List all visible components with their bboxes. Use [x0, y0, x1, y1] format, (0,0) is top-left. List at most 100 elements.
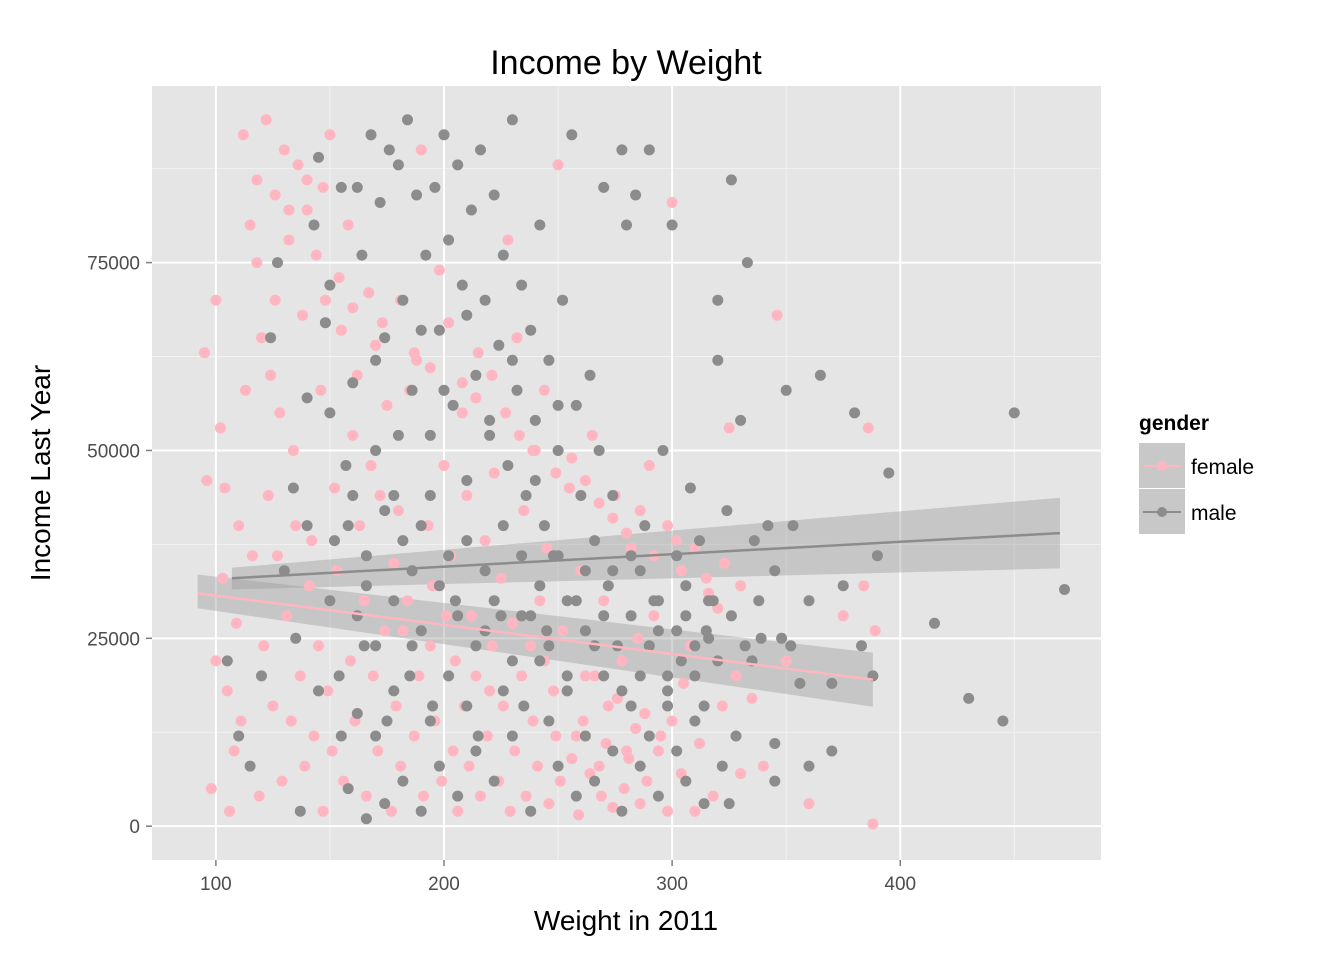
data-point-male [753, 595, 765, 607]
data-point-female [235, 715, 247, 727]
data-point-male [347, 377, 359, 389]
data-point-male [1008, 407, 1020, 419]
data-point-female [700, 572, 712, 584]
data-point-female [488, 467, 500, 479]
data-point-male [552, 760, 564, 772]
data-point-male [557, 294, 569, 306]
data-point-male [429, 181, 441, 193]
data-point-male [516, 610, 528, 622]
data-point-female [265, 369, 277, 381]
data-point-male [411, 189, 423, 201]
data-point-male [589, 640, 601, 652]
data-point-female [269, 189, 281, 201]
data-point-female [244, 219, 256, 231]
plot-panel [152, 86, 1101, 860]
data-point-female [579, 475, 591, 486]
data-point-male [415, 625, 427, 637]
data-point-female [308, 730, 320, 742]
data-point-male [392, 429, 404, 441]
data-point-male [598, 181, 610, 193]
data-point-male [351, 181, 363, 193]
data-point-male [552, 550, 564, 562]
data-point-female [342, 219, 354, 231]
data-point-female [602, 700, 614, 712]
data-point-male [335, 181, 347, 193]
data-point-male [233, 730, 245, 742]
data-point-female [746, 692, 758, 704]
data-point-female [333, 272, 345, 284]
data-point-female [634, 798, 646, 810]
legend-dot-female [1157, 461, 1167, 471]
data-point-female [285, 715, 297, 727]
data-point-female [415, 144, 427, 156]
data-point-female [221, 685, 233, 697]
data-point-female [662, 520, 674, 532]
y-tick-label: 25000 [87, 629, 140, 650]
data-point-male [826, 745, 838, 757]
data-point-male [616, 805, 628, 817]
data-point-male [652, 790, 664, 802]
data-point-female [301, 174, 313, 186]
data-point-female [573, 809, 585, 821]
data-point-male [329, 535, 340, 547]
data-point-male [616, 144, 628, 156]
data-point-male [525, 610, 537, 622]
data-point-female [319, 294, 331, 306]
legend: gender female male [1139, 412, 1254, 534]
data-point-female [566, 753, 578, 765]
data-point-female [317, 181, 329, 193]
data-point-female [618, 783, 630, 795]
data-point-female [386, 805, 397, 817]
data-point-female [735, 768, 747, 780]
data-point-female [694, 738, 705, 749]
data-point-female [306, 535, 318, 547]
legend-entry-female: female [1139, 443, 1254, 488]
data-point-female [497, 700, 509, 712]
data-point-female [447, 745, 459, 757]
data-point-female [424, 362, 436, 374]
data-point-male [579, 730, 591, 742]
data-point-male [438, 129, 450, 141]
data-point-female [365, 460, 377, 471]
data-point-female [310, 249, 322, 261]
data-point-male [324, 279, 336, 291]
data-point-male [630, 189, 642, 201]
data-point-male [244, 760, 256, 772]
data-point-male [488, 189, 500, 201]
data-point-male [837, 580, 849, 592]
data-point-female [534, 595, 546, 607]
data-point-male [561, 595, 573, 607]
data-point-male [698, 798, 710, 810]
data-point-male [443, 234, 455, 246]
data-point-male [689, 715, 701, 727]
data-point-female [376, 317, 388, 329]
data-point-male [716, 760, 728, 772]
y-axis-title: Income Last Year [25, 365, 56, 581]
data-point-male [671, 745, 683, 757]
data-point-male [680, 610, 692, 622]
data-point-male [433, 760, 445, 772]
data-point-male [634, 670, 646, 682]
data-point-male [755, 632, 767, 644]
data-point-male [689, 640, 701, 652]
data-point-male [570, 595, 582, 607]
y-tick-label: 0 [129, 817, 140, 838]
data-point-female [395, 760, 407, 772]
data-point-male [616, 685, 628, 697]
data-point-female [456, 377, 468, 389]
data-point-male [506, 655, 518, 667]
data-point-male [333, 670, 345, 682]
data-point-female [486, 369, 498, 381]
data-point-female [292, 159, 304, 171]
data-point-female [495, 572, 507, 584]
data-point-male [525, 805, 537, 817]
data-point-male [406, 565, 418, 577]
data-point-female [456, 407, 468, 419]
data-point-male [739, 640, 751, 652]
data-point-male [452, 610, 464, 622]
data-point-male [826, 677, 838, 689]
data-point-male [803, 760, 815, 772]
data-point-female [623, 753, 635, 765]
data-point-female [600, 738, 612, 749]
data-point-male [856, 640, 867, 652]
